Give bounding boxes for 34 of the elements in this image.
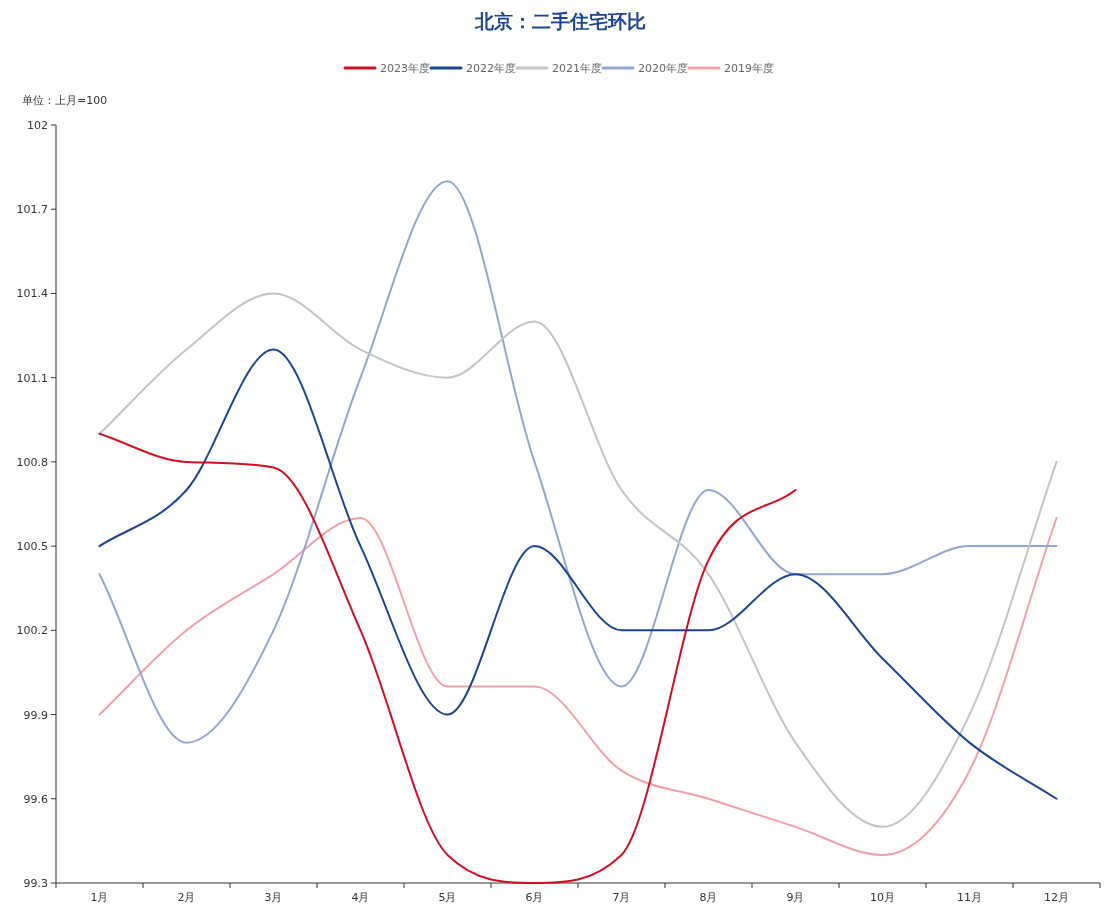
x-tick-label: 2月 [177, 891, 196, 904]
legend-label: 2022年度 [466, 62, 516, 75]
x-tick-label: 4月 [351, 891, 370, 904]
y-tick-label: 101.4 [16, 287, 48, 301]
x-tick-label: 7月 [612, 891, 631, 904]
line-series [98, 348, 1058, 800]
line-series [98, 292, 1058, 828]
x-tick-label: 10月 [870, 891, 895, 904]
legend-label: 2019年度 [724, 62, 774, 75]
chart-title: 北京：二手住宅环比 [473, 10, 646, 32]
text: 单位：上月=100 [22, 94, 108, 107]
x-tick-label: 9月 [786, 891, 805, 904]
line-series [98, 432, 797, 884]
y-tick-label: 101.7 [16, 203, 48, 217]
x-tick-label: 1月 [90, 891, 109, 904]
y-tick-label: 100.2 [16, 624, 48, 638]
legend-label: 2020年度 [638, 62, 688, 75]
line-series [98, 180, 1058, 744]
x-tick-label: 5月 [438, 891, 457, 904]
y-tick-label: 99.6 [23, 792, 48, 806]
x-tick-label: 11月 [957, 891, 982, 904]
x-tick-label: 12月 [1044, 891, 1069, 904]
y-tick-label: 102 [27, 119, 48, 132]
y-tick-label: 99.3 [23, 877, 48, 890]
line-series [98, 517, 1058, 856]
x-tick-label: 6月 [525, 891, 544, 904]
y-tick-label: 100.5 [16, 540, 48, 554]
x-tick-label: 8月 [699, 891, 718, 904]
y-tick-label: 100.8 [16, 455, 48, 469]
legend-label: 2021年度 [552, 62, 602, 75]
y-tick-label: 101.1 [16, 371, 48, 385]
y-tick-label: 99.9 [23, 708, 48, 722]
x-tick-label: 3月 [264, 891, 283, 904]
legend-label: 2023年度 [380, 62, 430, 75]
